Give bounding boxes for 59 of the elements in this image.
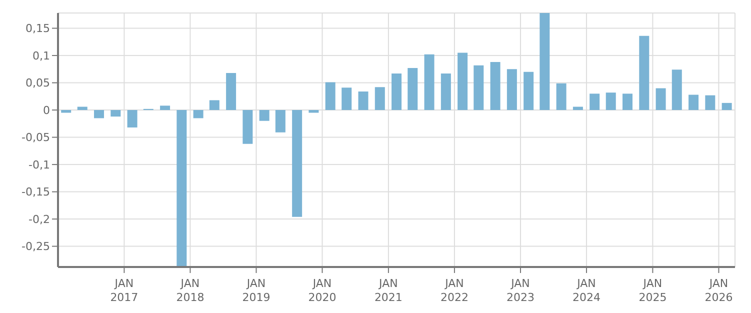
- bar: [705, 95, 716, 110]
- bar: [656, 88, 666, 110]
- y-tick-label: 0: [43, 104, 50, 117]
- bar: [325, 82, 336, 110]
- bar: [61, 110, 72, 113]
- bar: [127, 110, 138, 128]
- bar: [590, 94, 600, 110]
- bar: [622, 94, 633, 110]
- x-tick-label: JAN 2023: [506, 277, 534, 304]
- bar: [94, 110, 104, 118]
- y-tick-label: -0,15: [22, 186, 50, 199]
- y-tick-label: 0,15: [26, 22, 50, 36]
- y-tick-label: 0,05: [26, 76, 50, 90]
- bar: [672, 70, 682, 110]
- bar: [474, 65, 484, 110]
- x-tick-label: JAN 2022: [440, 277, 468, 304]
- bar: [308, 110, 319, 113]
- bar: [358, 91, 368, 110]
- x-tick-label: JAN 2018: [176, 277, 204, 304]
- x-tick-label: JAN 2020: [308, 277, 336, 304]
- bar: [639, 36, 650, 110]
- bar: [342, 88, 352, 110]
- bar: [392, 74, 402, 110]
- bar: [77, 106, 88, 110]
- bar: [193, 110, 204, 118]
- bar: [490, 62, 500, 110]
- bar: [572, 106, 583, 110]
- bar: [226, 72, 236, 110]
- bar: [722, 102, 732, 110]
- y-tick-label: -0,2: [28, 212, 50, 226]
- x-tick-label: JAN 2021: [374, 277, 402, 304]
- bar: [275, 110, 286, 132]
- bar: [408, 68, 418, 110]
- bar: [556, 83, 566, 110]
- bar: [524, 72, 534, 110]
- bar: [374, 87, 385, 110]
- y-tick-label: -0,25: [22, 240, 50, 254]
- bar: [160, 106, 170, 110]
- bar: [606, 92, 616, 110]
- y-tick-label: -0,1: [28, 158, 50, 172]
- bar: [424, 54, 434, 110]
- x-tick-label: JAN 2019: [242, 277, 270, 304]
- bar: [292, 110, 302, 217]
- bar: [110, 110, 121, 117]
- x-tick-label: JAN 2017: [110, 277, 138, 304]
- bar: [506, 69, 517, 110]
- x-tick-label: JAN 2025: [638, 277, 667, 304]
- y-tick-label: -0,05: [22, 131, 50, 144]
- bar: [209, 100, 220, 110]
- bar: [458, 52, 468, 110]
- y-tick-label: 0,1: [32, 49, 50, 62]
- bar: [259, 110, 270, 121]
- bar: [242, 110, 253, 144]
- bar: [540, 13, 550, 110]
- bar: [176, 110, 187, 267]
- x-tick-label: JAN 2024: [572, 277, 601, 304]
- x-tick-label: JAN 2026: [704, 277, 733, 304]
- bar: [688, 94, 699, 110]
- bar: [440, 74, 451, 110]
